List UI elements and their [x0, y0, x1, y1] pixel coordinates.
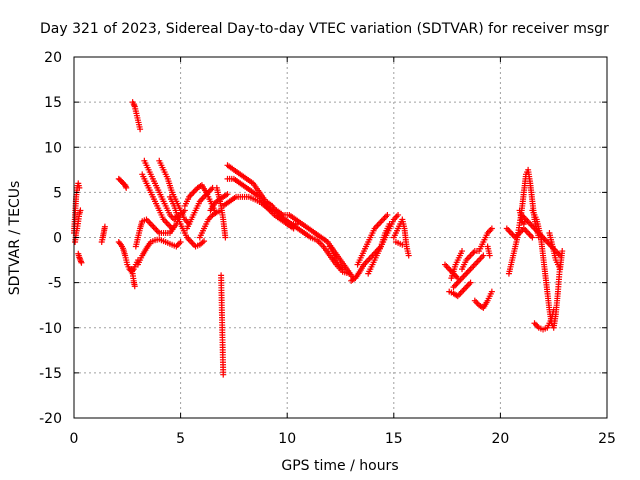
data-point: [522, 216, 529, 223]
y-tick-label: -15: [39, 366, 62, 382]
x-tick-label: 25: [598, 431, 616, 447]
data-point: [220, 371, 227, 378]
grid-layer: [74, 57, 607, 418]
data-point: [339, 266, 346, 273]
x-tick-label: 20: [491, 431, 509, 447]
data-point: [529, 234, 536, 241]
data-point: [137, 126, 144, 133]
y-tick-label: -10: [39, 321, 62, 337]
data-point: [169, 225, 176, 232]
y-tick-label: 0: [53, 231, 62, 247]
y-tick-label: -20: [39, 411, 62, 427]
data-point: [77, 207, 84, 214]
x-tick-label: 5: [176, 431, 185, 447]
y-tick-label: 15: [44, 95, 62, 111]
data-point: [177, 239, 184, 246]
data-point: [78, 259, 85, 266]
x-tick-labels: 0 5 10 15 20 25: [70, 57, 616, 447]
data-point: [123, 184, 130, 191]
data-point: [131, 283, 138, 290]
data-point: [222, 234, 229, 241]
y-axis-label: SDTVAR / TECUs: [7, 181, 23, 296]
x-tick-label: 10: [278, 431, 296, 447]
y-tick-label: 20: [44, 50, 62, 66]
data-point: [201, 238, 208, 245]
data-point: [101, 223, 108, 230]
data-point: [550, 306, 557, 313]
x-tick-label: 15: [385, 431, 403, 447]
data-point: [559, 248, 566, 255]
data-point: [386, 220, 393, 227]
y-tick-labels: -20 -15 -10 -5 0 5 10 15 20: [39, 50, 607, 427]
y-tick-label: 5: [53, 185, 62, 201]
data-point: [399, 241, 406, 248]
data-point: [405, 252, 412, 259]
data-point: [467, 279, 474, 286]
y-tick-label: 10: [44, 140, 62, 156]
x-tick-label: 0: [70, 431, 79, 447]
chart-title: Day 321 of 2023, Sidereal Day-to-day VTE…: [40, 21, 609, 37]
data-point: [116, 240, 123, 247]
data-point: [486, 252, 493, 259]
data-point: [488, 225, 495, 232]
data-points: [71, 99, 566, 378]
data-point: [395, 211, 402, 218]
data-point: [346, 270, 353, 277]
data-point: [488, 288, 495, 295]
data-point: [384, 211, 391, 218]
data-point: [76, 184, 83, 191]
data-point: [224, 191, 231, 198]
y-tick-label: -5: [48, 276, 62, 292]
x-axis-label: GPS time / hours: [281, 458, 398, 474]
data-point: [459, 248, 466, 255]
data-point: [480, 252, 487, 259]
